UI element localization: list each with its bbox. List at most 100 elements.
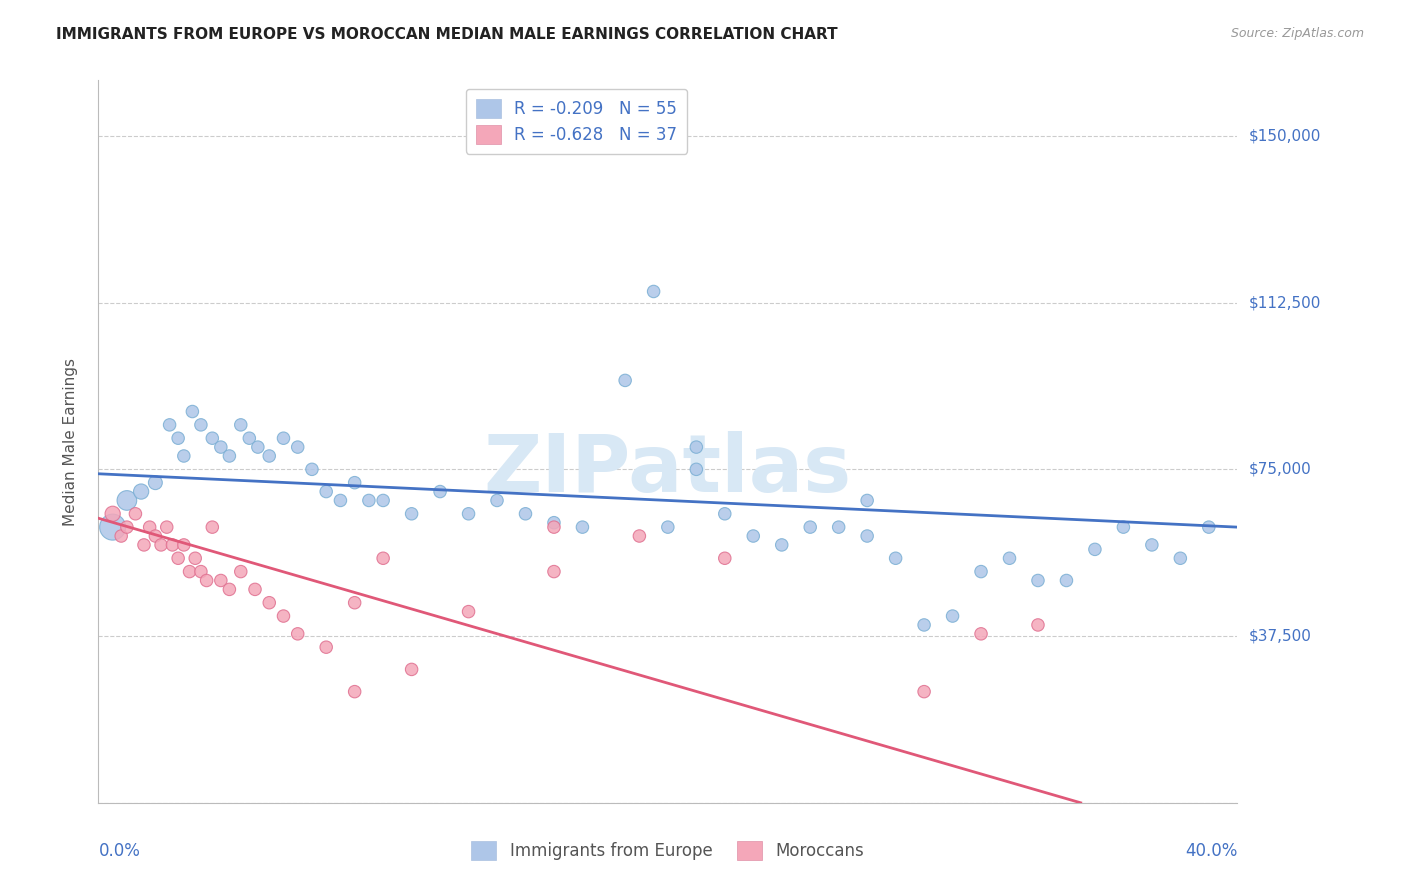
Text: $75,000: $75,000 [1249,462,1312,477]
Point [184,551,207,566]
Text: $150,000: $150,000 [1249,128,1320,144]
Text: 0.0%: 0.0% [98,842,141,860]
Point [884,551,907,566]
Point [343,596,366,610]
Point [1170,551,1192,566]
Point [714,507,737,521]
Point [159,417,181,432]
Text: 40.0%: 40.0% [1185,842,1237,860]
Point [181,404,204,418]
Point [357,493,380,508]
Point [315,484,337,499]
Point [486,493,509,508]
Point [167,431,190,445]
Point [218,582,240,597]
Point [685,462,707,476]
Point [628,529,651,543]
Point [543,565,565,579]
Point [138,520,160,534]
Point [115,493,138,508]
Point [209,574,232,588]
Point [685,440,707,454]
Point [457,605,479,619]
Point [115,520,138,534]
Point [912,684,935,698]
Point [124,507,146,521]
Point [970,627,993,641]
Point [643,285,665,299]
Point [1140,538,1163,552]
Text: $37,500: $37,500 [1249,629,1312,643]
Point [287,440,309,454]
Point [195,574,218,588]
Point [132,538,155,552]
Point [301,462,323,476]
Point [173,538,195,552]
Point [373,551,395,566]
Point [179,565,201,579]
Point [856,493,879,508]
Text: Source: ZipAtlas.com: Source: ZipAtlas.com [1230,27,1364,40]
Point [201,520,224,534]
Text: ZIPatlas: ZIPatlas [484,432,852,509]
Point [714,551,737,566]
Point [129,484,152,499]
Point [246,440,269,454]
Point [614,373,637,387]
Point [770,538,793,552]
Point [110,529,132,543]
Point [856,529,879,543]
Point [329,493,352,508]
Point [343,475,366,490]
Point [101,520,124,534]
Point [315,640,337,655]
Point [799,520,821,534]
Point [543,520,565,534]
Point [1056,574,1078,588]
Point [401,662,423,676]
Point [190,417,212,432]
Point [429,484,451,499]
Point [571,520,593,534]
Point [167,551,190,566]
Point [145,529,167,543]
Text: $112,500: $112,500 [1249,295,1320,310]
Point [190,565,212,579]
Point [229,565,252,579]
Point [401,507,423,521]
Point [912,618,935,632]
Point [156,520,179,534]
Text: IMMIGRANTS FROM EUROPE VS MOROCCAN MEDIAN MALE EARNINGS CORRELATION CHART: IMMIGRANTS FROM EUROPE VS MOROCCAN MEDIA… [56,27,838,42]
Point [1026,618,1049,632]
Point [828,520,851,534]
Point [162,538,184,552]
Point [343,684,366,698]
Point [273,431,295,445]
Point [259,596,281,610]
Point [942,609,965,624]
Point [201,431,224,445]
Point [543,516,565,530]
Point [243,582,266,597]
Point [101,507,124,521]
Y-axis label: Median Male Earnings: Median Male Earnings [63,358,77,525]
Point [150,538,173,552]
Point [657,520,679,534]
Point [1084,542,1107,557]
Point [1026,574,1049,588]
Legend: Immigrants from Europe, Moroccans: Immigrants from Europe, Moroccans [464,834,872,867]
Point [273,609,295,624]
Point [457,507,479,521]
Point [229,417,252,432]
Point [998,551,1021,566]
Point [145,475,167,490]
Point [373,493,395,508]
Point [218,449,240,463]
Point [287,627,309,641]
Point [238,431,260,445]
Point [259,449,281,463]
Point [209,440,232,454]
Point [173,449,195,463]
Point [1198,520,1220,534]
Point [742,529,765,543]
